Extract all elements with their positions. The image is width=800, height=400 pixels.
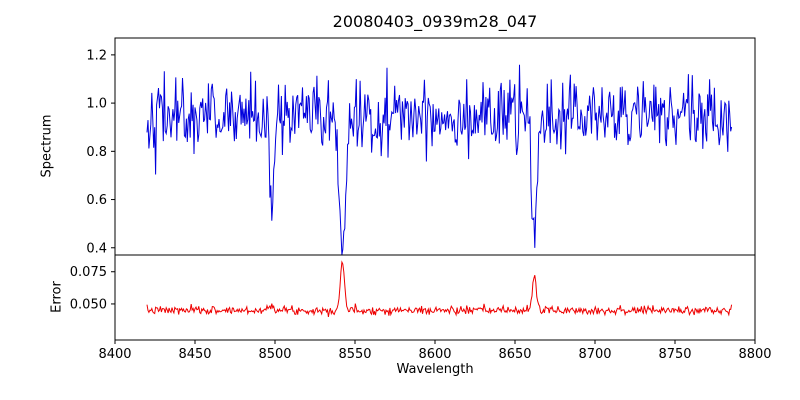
x-tick-label: 8750 [658,347,691,362]
x-tick-label: 8500 [258,347,291,362]
y-tick-label: 0.4 [86,241,107,256]
x-tick-label: 8800 [738,347,771,362]
x-tick-label: 8600 [418,347,451,362]
y-tick-label: 1.0 [86,97,107,112]
x-axis-label: Wavelength [396,362,474,377]
y-tick-label: 1.2 [86,48,107,63]
x-tick-label: 8700 [578,347,611,362]
spectrum-line [146,64,733,255]
x-tick-label: 8650 [498,347,531,362]
y-tick-label: 0.050 [70,297,107,312]
x-tick-label: 8550 [338,347,371,362]
y-tick-label: 0.6 [86,193,107,208]
spectrum-axes-frame [114,37,756,256]
y-tick-label: 0.075 [70,265,107,280]
error-axes-frame [114,254,756,341]
y-tick-label: 0.8 [86,145,107,160]
x-tick-label: 8450 [178,347,211,362]
x-tick-label: 8400 [98,347,131,362]
plot-title: 20080403_0939m28_047 [332,12,538,31]
error-line [146,260,733,317]
